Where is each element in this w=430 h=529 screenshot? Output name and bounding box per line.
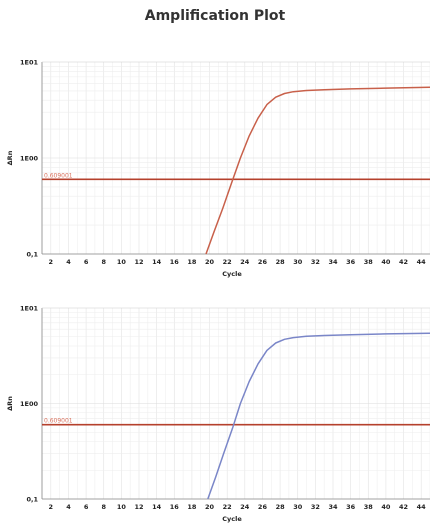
x-tick-label: 18 [187,258,197,266]
x-tick-label: 20 [205,258,215,266]
y-tick-label: 1E00 [20,400,38,408]
x-tick-label: 38 [364,258,374,266]
x-tick-label: 2 [49,503,54,511]
x-tick-label: 20 [205,503,215,511]
x-axis-label: Cycle [222,515,242,523]
x-tick-label: 26 [258,503,268,511]
x-tick-label: 24 [240,258,250,266]
x-tick-label: 8 [101,258,106,266]
amplification-chart-2: 2 4 6 8 10 12 14 16 18 20 22 24 26 28 30 32 34 36 38 40 42 44… [6,305,430,523]
page-title: Amplification Plot [144,8,286,24]
x-tick-label: 16 [170,258,180,266]
x-tick-label: 24 [240,503,250,511]
x-tick-label: 14 [152,258,162,266]
x-tick-label: 10 [117,258,127,266]
x-tick-label: 44 [417,503,427,511]
x-tick-label: 12 [134,503,143,511]
x-tick-label: 8 [101,503,106,511]
x-tick-label: 28 [276,258,286,266]
threshold-label: 0.609001 [44,418,73,425]
x-tick-label: 36 [346,503,356,511]
x-axis-label: Cycle [222,270,242,278]
y-tick-label: 1E01 [20,59,38,67]
x-tick-label: 12 [134,258,143,266]
y-tick-label: 1E01 [20,305,38,313]
y-tick-label: 0,1 [26,251,38,259]
threshold-label: 0.609001 [44,172,73,179]
x-tick-label: 4 [66,503,71,511]
x-tick-label: 10 [117,503,127,511]
x-tick-label: 40 [381,258,391,266]
series-line [207,332,430,500]
x-tick-label: 6 [84,258,89,266]
x-tick-label: 36 [346,258,356,266]
x-tick-label: 28 [276,503,286,511]
x-tick-label: 30 [293,258,303,266]
x-tick-label: 14 [152,503,162,511]
x-tick-label: 6 [84,503,89,511]
grid [41,308,430,500]
x-tick-label: 22 [223,503,232,511]
y-axis-label: ΔRn [6,150,14,165]
x-tick-label: 4 [66,258,71,266]
x-tick-label: 34 [328,258,338,266]
x-tick-label: 30 [293,503,303,511]
x-tick-label: 34 [328,503,338,511]
x-tick-label: 2 [49,258,54,266]
amplification-chart-1: 2 4 6 8 10 12 14 16 18 20 22 24 26 28 30 32 34 36 38 40 42 44… [6,59,430,278]
x-tick-label: 22 [223,258,232,266]
x-tick-label: 32 [311,503,320,511]
x-tick-label: 16 [170,503,180,511]
series-line [205,86,430,255]
x-tick-label: 38 [364,503,374,511]
x-tick-label: 44 [417,258,427,266]
x-tick-label: 40 [381,503,391,511]
x-tick-label: 42 [399,503,408,511]
x-tick-label: 26 [258,258,268,266]
x-tick-label: 18 [187,503,197,511]
y-tick-label: 1E00 [20,155,38,163]
x-tick-label: 32 [311,258,320,266]
x-tick-label: 42 [399,258,408,266]
y-axis-label: ΔRn [6,396,14,411]
y-tick-label: 0,1 [26,496,38,504]
grid [41,62,430,255]
